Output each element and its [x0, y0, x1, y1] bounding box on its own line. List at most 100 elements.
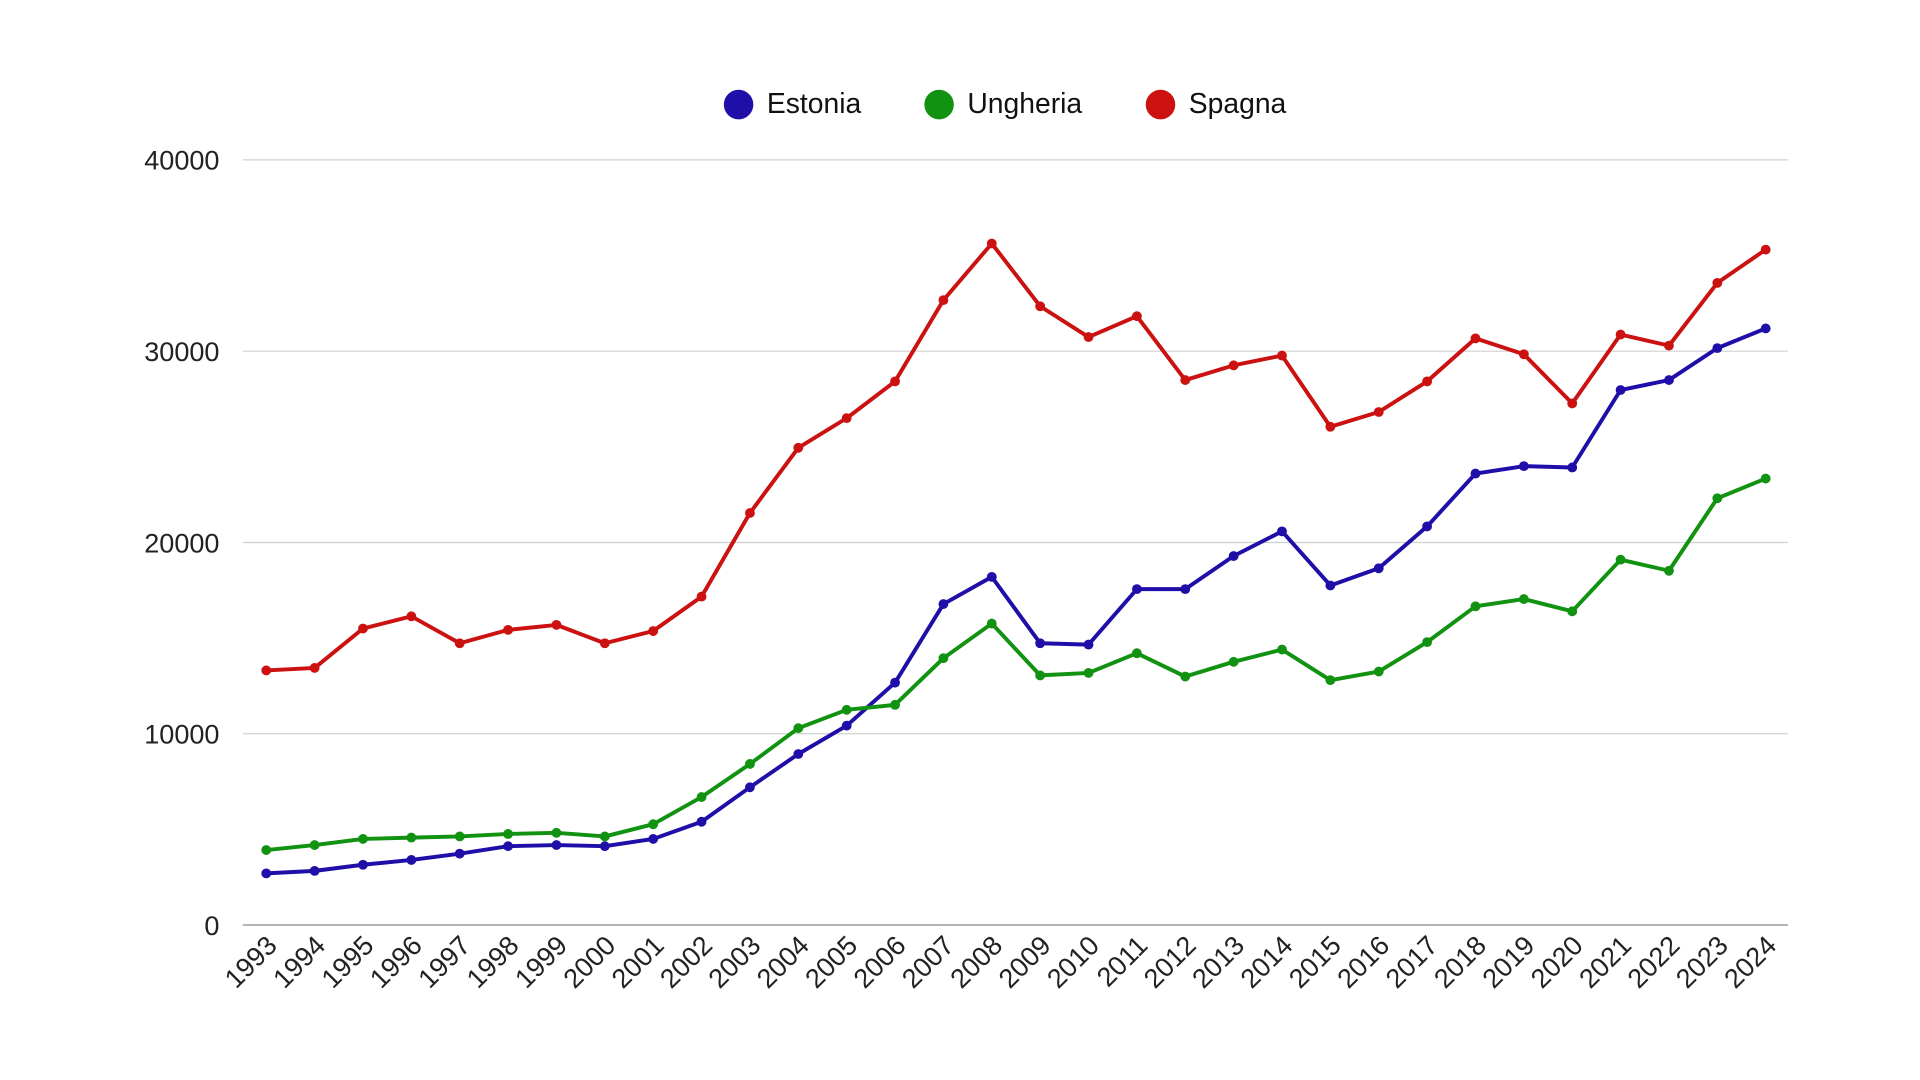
- data-point: [1131, 311, 1142, 322]
- data-point: [1664, 340, 1674, 351]
- x-tick-label: 2007: [896, 930, 960, 994]
- data-point: [1712, 277, 1723, 288]
- y-axis-ticks: 0 10000 20000 30000 40000: [144, 146, 219, 941]
- data-point: [261, 665, 272, 676]
- data-point: [599, 841, 610, 852]
- data-point: [1422, 637, 1433, 648]
- data-point: [1760, 323, 1771, 334]
- data-point: [1422, 521, 1433, 532]
- data-point: [1228, 360, 1239, 371]
- x-tick-label: 2023: [1670, 930, 1734, 994]
- x-tick-label: 2013: [1186, 930, 1250, 994]
- data-point: [696, 591, 707, 602]
- data-point: [358, 834, 368, 844]
- data-point: [1180, 671, 1191, 682]
- data-point: [1277, 644, 1287, 655]
- x-tick-label: 2014: [1235, 930, 1299, 994]
- data-point: [1277, 526, 1287, 537]
- data-point: [890, 699, 900, 710]
- data-point: [1180, 584, 1191, 595]
- data-point: [1567, 462, 1578, 473]
- x-tick-label: 1995: [316, 930, 380, 994]
- series: [261, 238, 1771, 879]
- data-point: [696, 792, 707, 802]
- data-point: [793, 442, 804, 453]
- data-point: [1131, 584, 1142, 595]
- data-point: [1083, 639, 1094, 650]
- x-tick-label: 2002: [654, 930, 718, 994]
- data-point: [1615, 385, 1626, 395]
- x-tick-label: 2022: [1622, 930, 1686, 994]
- data-point: [648, 819, 659, 830]
- x-tick-label: 1997: [413, 930, 477, 994]
- data-point: [551, 619, 562, 630]
- series-ungheria: [261, 473, 1771, 855]
- x-tick-label: 2011: [1091, 930, 1153, 992]
- data-point: [1373, 666, 1384, 677]
- legend-marker-icon: [723, 89, 754, 120]
- data-point: [841, 413, 852, 424]
- data-point: [1567, 398, 1578, 409]
- data-point: [696, 816, 707, 827]
- data-point: [1035, 301, 1046, 312]
- data-point: [841, 704, 852, 715]
- data-point: [406, 855, 417, 865]
- y-tick-label: 10000: [144, 720, 219, 750]
- data-point: [1422, 376, 1433, 387]
- x-tick-label: 1996: [364, 930, 428, 994]
- x-tick-label: 2017: [1380, 930, 1444, 994]
- data-point: [1518, 594, 1529, 604]
- legend-item-ungheria: Ungheria: [924, 87, 1082, 120]
- x-tick-label: 1998: [461, 930, 525, 994]
- data-point: [1664, 565, 1674, 576]
- data-point: [793, 723, 804, 734]
- data-point: [261, 845, 272, 855]
- data-point: [841, 720, 852, 731]
- data-point: [648, 834, 659, 844]
- data-point: [1325, 421, 1336, 432]
- legend-label: Spagna: [1189, 87, 1287, 119]
- data-point: [1325, 675, 1336, 686]
- data-point: [1180, 375, 1191, 385]
- data-point: [793, 749, 804, 759]
- data-point: [358, 623, 368, 634]
- data-point: [454, 831, 465, 842]
- x-tick-label: 2015: [1283, 930, 1347, 994]
- data-point: [1760, 473, 1771, 484]
- data-point: [1035, 670, 1046, 681]
- data-point: [1083, 332, 1094, 342]
- data-point: [551, 827, 562, 838]
- data-point: [1567, 606, 1578, 617]
- data-point: [1470, 333, 1481, 344]
- data-point: [503, 841, 514, 852]
- data-point: [1470, 468, 1481, 479]
- data-point: [599, 638, 610, 649]
- x-tick-label: 1999: [509, 930, 573, 994]
- x-tick-label: 2010: [1041, 930, 1105, 994]
- data-point: [1712, 493, 1723, 504]
- data-point: [938, 295, 949, 306]
- gridlines: [242, 159, 1788, 926]
- x-tick-label: 1993: [219, 930, 283, 994]
- x-tick-label: 2018: [1428, 930, 1492, 994]
- legend-item-spagna: Spagna: [1145, 87, 1287, 120]
- data-point: [1083, 667, 1094, 678]
- x-axis-ticks: 1993199419951996199719981999200020012002…: [219, 930, 1782, 994]
- data-point: [406, 611, 417, 622]
- data-point: [1518, 461, 1529, 472]
- data-point: [986, 571, 997, 582]
- legend-marker-icon: [1145, 89, 1176, 120]
- data-point: [503, 829, 514, 839]
- data-point: [1615, 554, 1626, 565]
- x-tick-label: 2009: [993, 930, 1057, 994]
- data-point: [309, 840, 320, 850]
- x-tick-label: 2016: [1332, 930, 1396, 994]
- series-estonia: [261, 323, 1771, 879]
- data-point: [358, 859, 368, 870]
- data-point: [406, 832, 417, 843]
- y-tick-label: 20000: [144, 528, 219, 558]
- legend-item-estonia: Estonia: [723, 87, 861, 120]
- data-point: [454, 848, 465, 859]
- series-line: [266, 241, 1767, 673]
